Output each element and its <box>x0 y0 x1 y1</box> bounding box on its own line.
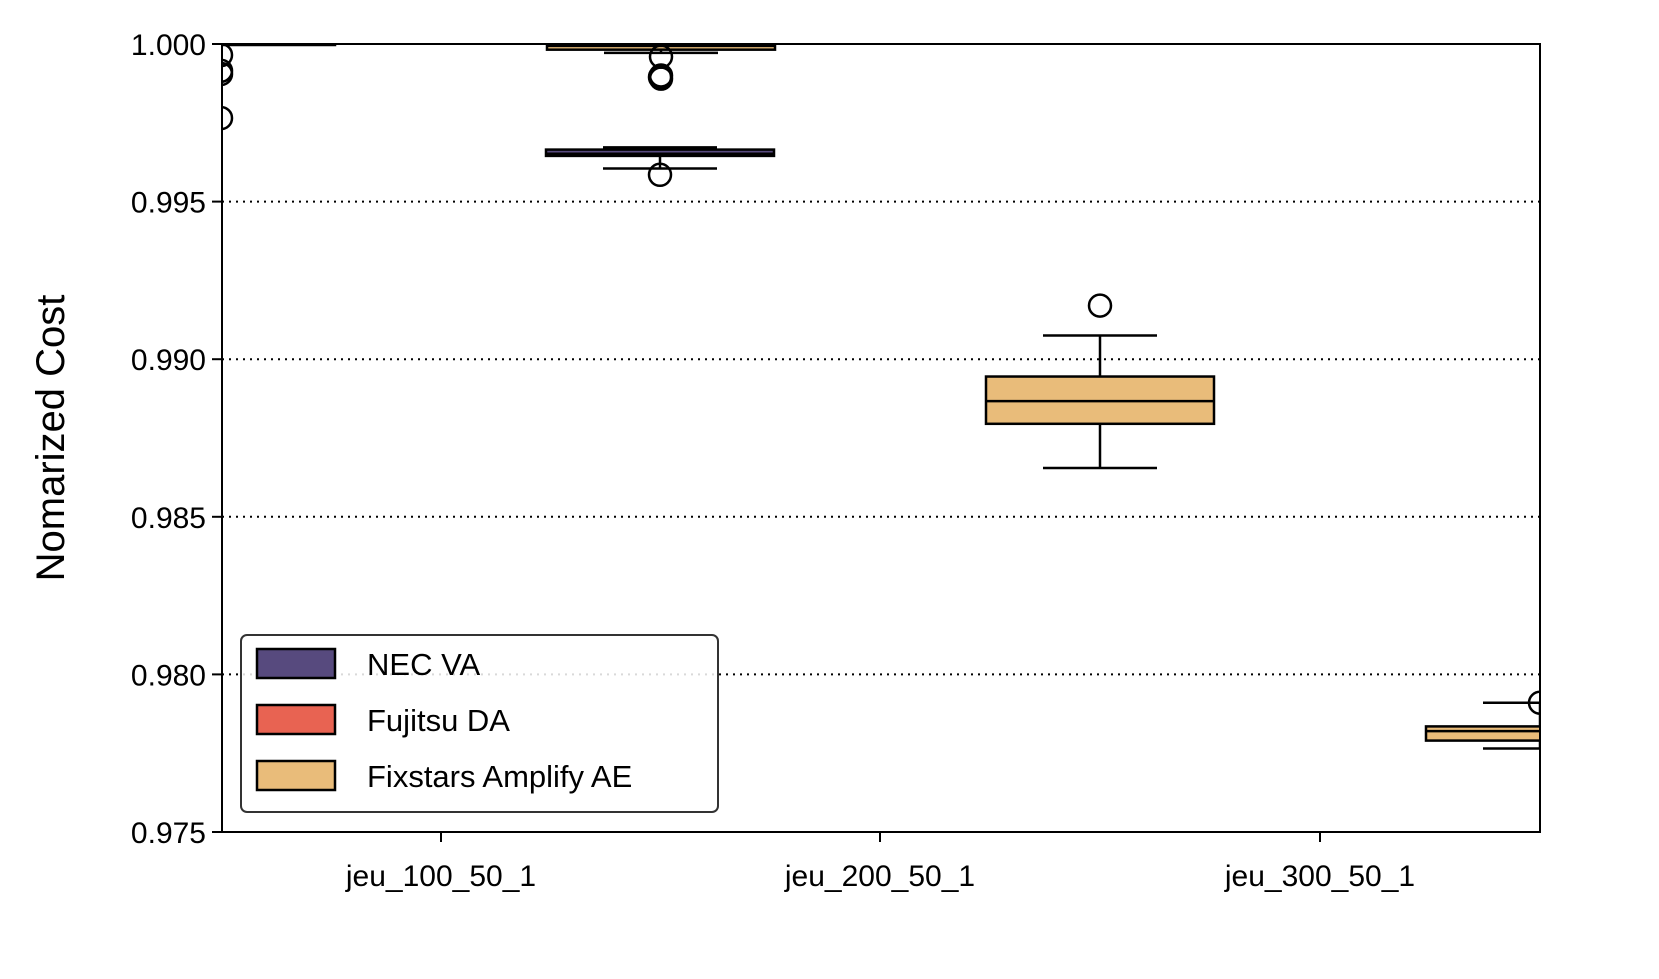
x-tick-label: jeu_200_50_1 <box>784 860 975 893</box>
legend-label: NEC VA <box>367 647 480 682</box>
legend-label: Fujitsu DA <box>367 703 510 738</box>
outlier-point <box>1527 690 1540 716</box>
y-tick-label: 0.975 <box>131 817 206 850</box>
outlier-point <box>222 44 234 68</box>
y-tick-label: 0.995 <box>131 187 206 220</box>
x-tick-label: jeu_300_50_1 <box>1224 860 1415 893</box>
x-tick-label: jeu_100_50_1 <box>345 860 536 893</box>
legend-swatch <box>255 759 337 792</box>
box-2-1 <box>984 293 1216 470</box>
legend-label: Fixstars Amplify AE <box>367 759 632 794</box>
legend-frame <box>240 634 719 813</box>
y-tick-label: 0.985 <box>131 502 206 535</box>
outlier-point <box>647 162 673 188</box>
box-2-2 <box>1424 690 1540 750</box>
outlier-point <box>222 105 234 131</box>
outlier-point <box>222 61 234 87</box>
axis-ticks: 0.975 0.980 0.985 0.990 0.995 1.000 jeu_100_50… <box>131 29 1415 893</box>
outlier-point <box>648 66 674 91</box>
outlier-point <box>1087 293 1113 318</box>
y-tick-label: 0.980 <box>131 659 206 692</box>
box-2-0 <box>545 44 777 91</box>
y-axis-label: Nomarized Cost <box>29 295 73 582</box>
box-layer <box>222 44 1540 750</box>
legend-swatch <box>255 647 337 680</box>
grid-lines <box>222 200 1540 676</box>
y-tick-label: 1.000 <box>131 29 206 62</box>
legend-swatch <box>255 703 337 736</box>
legend: NEC VA Fujitsu DA Fixstars Amplify AE <box>240 634 719 813</box>
y-tick-label: 0.990 <box>131 344 206 377</box>
box-0-1 <box>544 64 776 188</box>
